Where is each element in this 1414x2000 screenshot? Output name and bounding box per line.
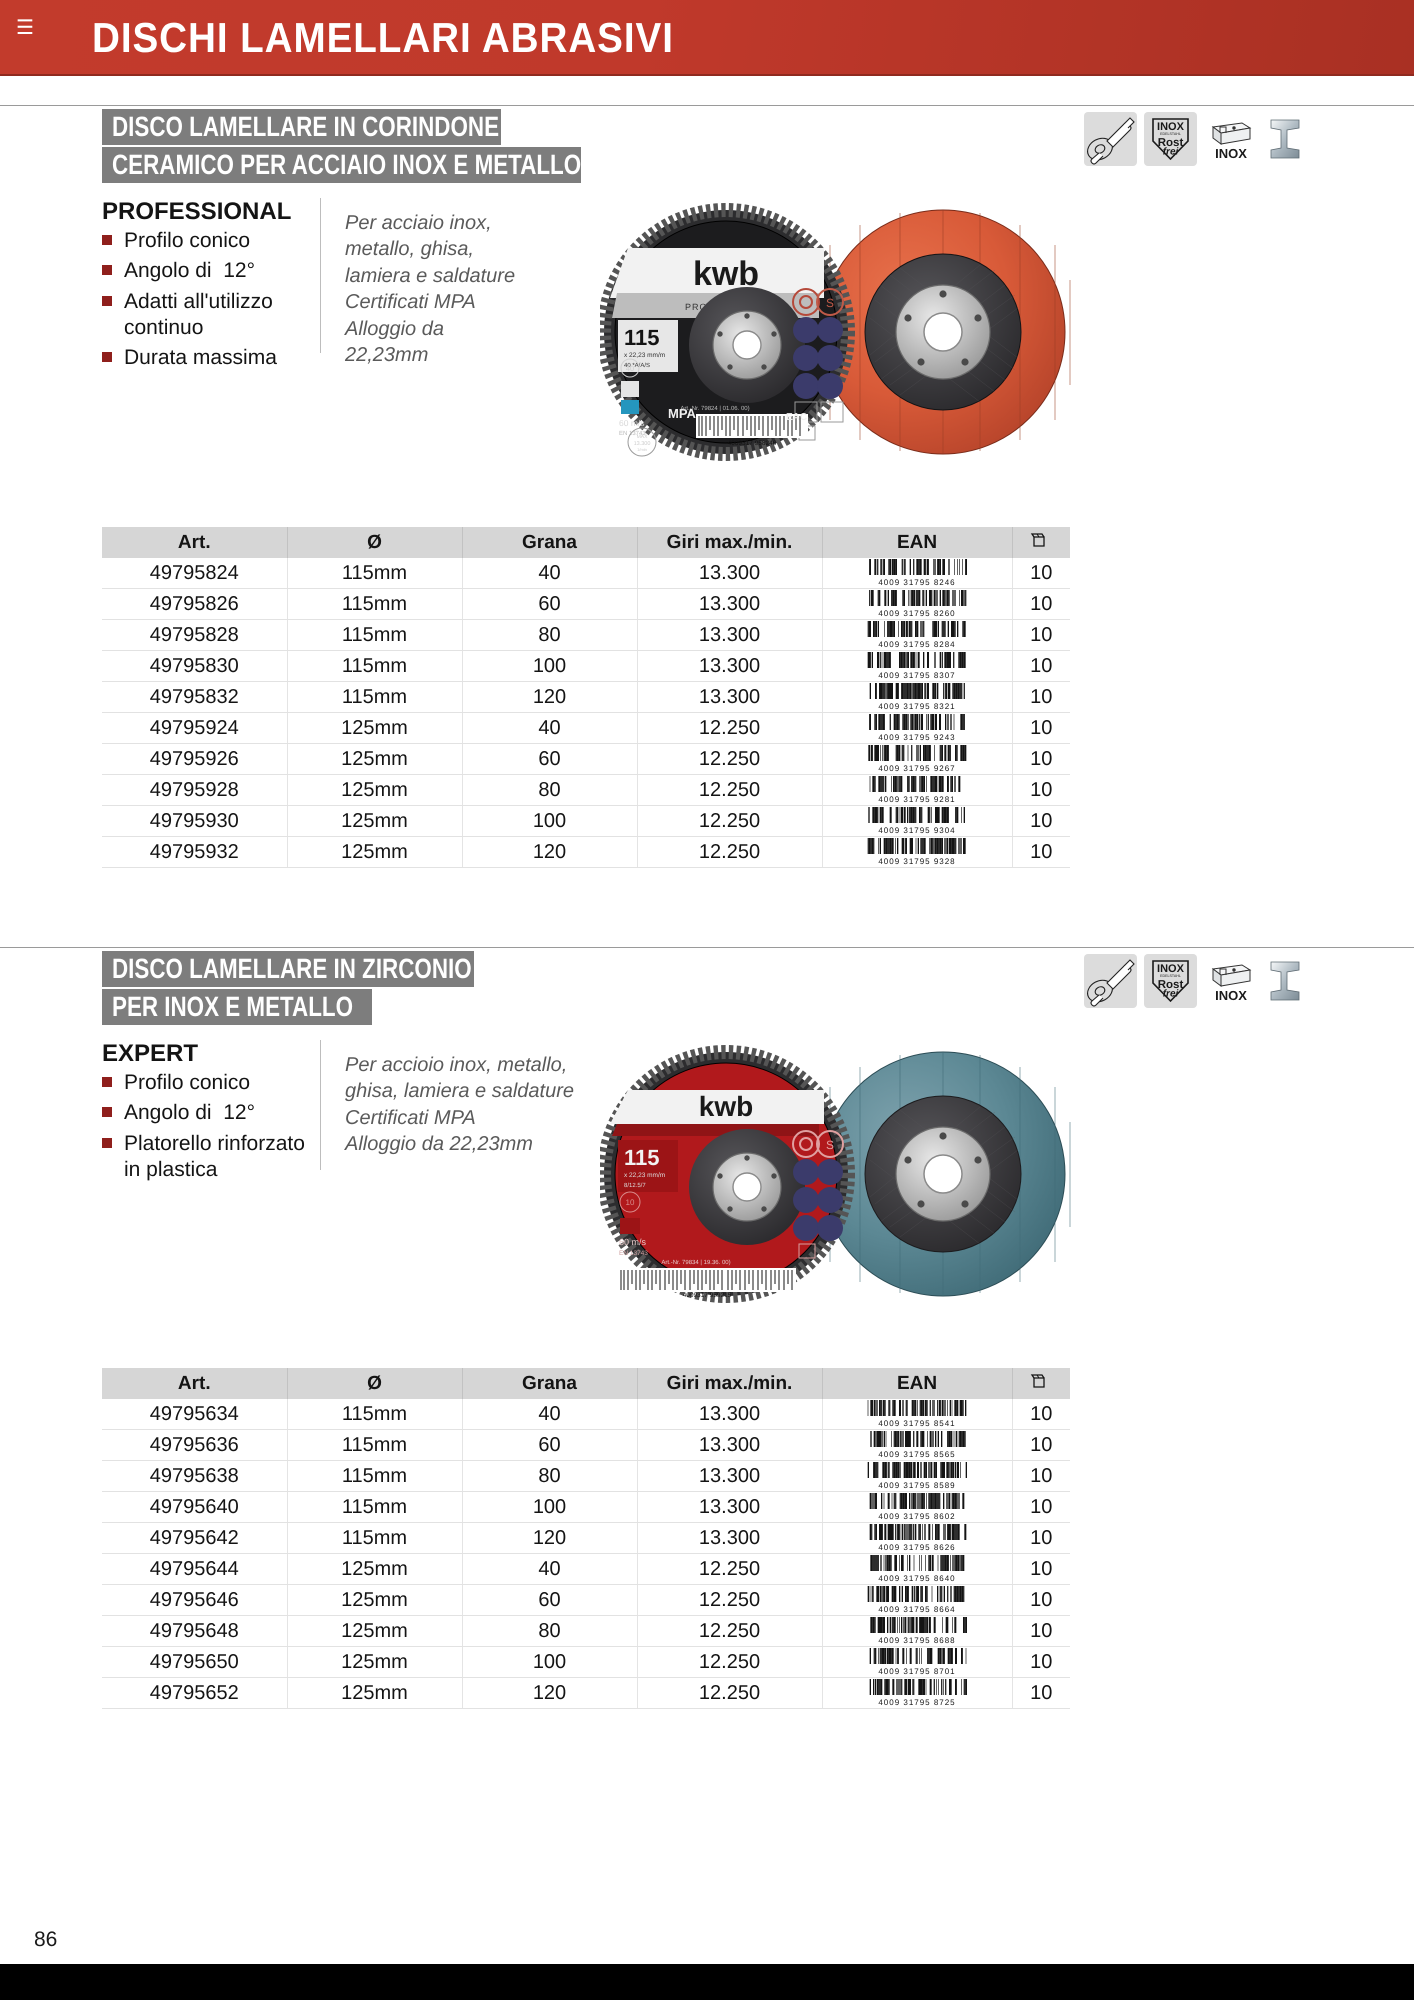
svg-text:INOX: INOX bbox=[1215, 988, 1247, 1003]
svg-text:S: S bbox=[826, 1138, 834, 1152]
svg-text:Art.-Nr. 79834 | 19.36. 00): Art.-Nr. 79834 | 19.36. 00) bbox=[661, 1259, 730, 1266]
svg-text:x 22,23 mm/m: x 22,23 mm/m bbox=[624, 1172, 665, 1179]
svg-text:INOX: INOX bbox=[1215, 146, 1247, 161]
svg-text:frei: frei bbox=[1163, 989, 1179, 1000]
svg-text:4009317 959215: 4009317 959215 bbox=[683, 1292, 732, 1299]
svg-text:frei: frei bbox=[1163, 147, 1179, 158]
svg-text:EDELSTAHL: EDELSTAHL bbox=[1160, 974, 1181, 978]
svg-text:60 m/s: 60 m/s bbox=[619, 418, 645, 428]
svg-text:60 m/s: 60 m/s bbox=[619, 1237, 647, 1247]
svg-text:Art.-Nr. 79824 | 01.06. 00): Art.-Nr. 79824 | 01.06. 00) bbox=[680, 405, 749, 412]
svg-text:EN 13743: EN 13743 bbox=[619, 1250, 648, 1257]
svg-text:40: 40 bbox=[626, 364, 634, 373]
svg-text:MAX: MAX bbox=[637, 434, 649, 440]
svg-text:4009317 958246: 4009317 958246 bbox=[728, 440, 777, 447]
svg-text:115: 115 bbox=[624, 325, 660, 350]
svg-text:EDELSTAHL: EDELSTAHL bbox=[1160, 132, 1181, 136]
svg-text:kwb: kwb bbox=[699, 1091, 753, 1122]
svg-text:EAC: EAC bbox=[786, 412, 807, 423]
svg-text:S: S bbox=[826, 296, 834, 310]
svg-text:115: 115 bbox=[624, 1145, 660, 1170]
svg-text:1/min: 1/min bbox=[637, 447, 647, 452]
svg-text:10: 10 bbox=[626, 1198, 635, 1207]
svg-text:8/12.5/7: 8/12.5/7 bbox=[624, 1182, 646, 1189]
svg-text:x 22,23 mm/m: x 22,23 mm/m bbox=[624, 352, 665, 359]
